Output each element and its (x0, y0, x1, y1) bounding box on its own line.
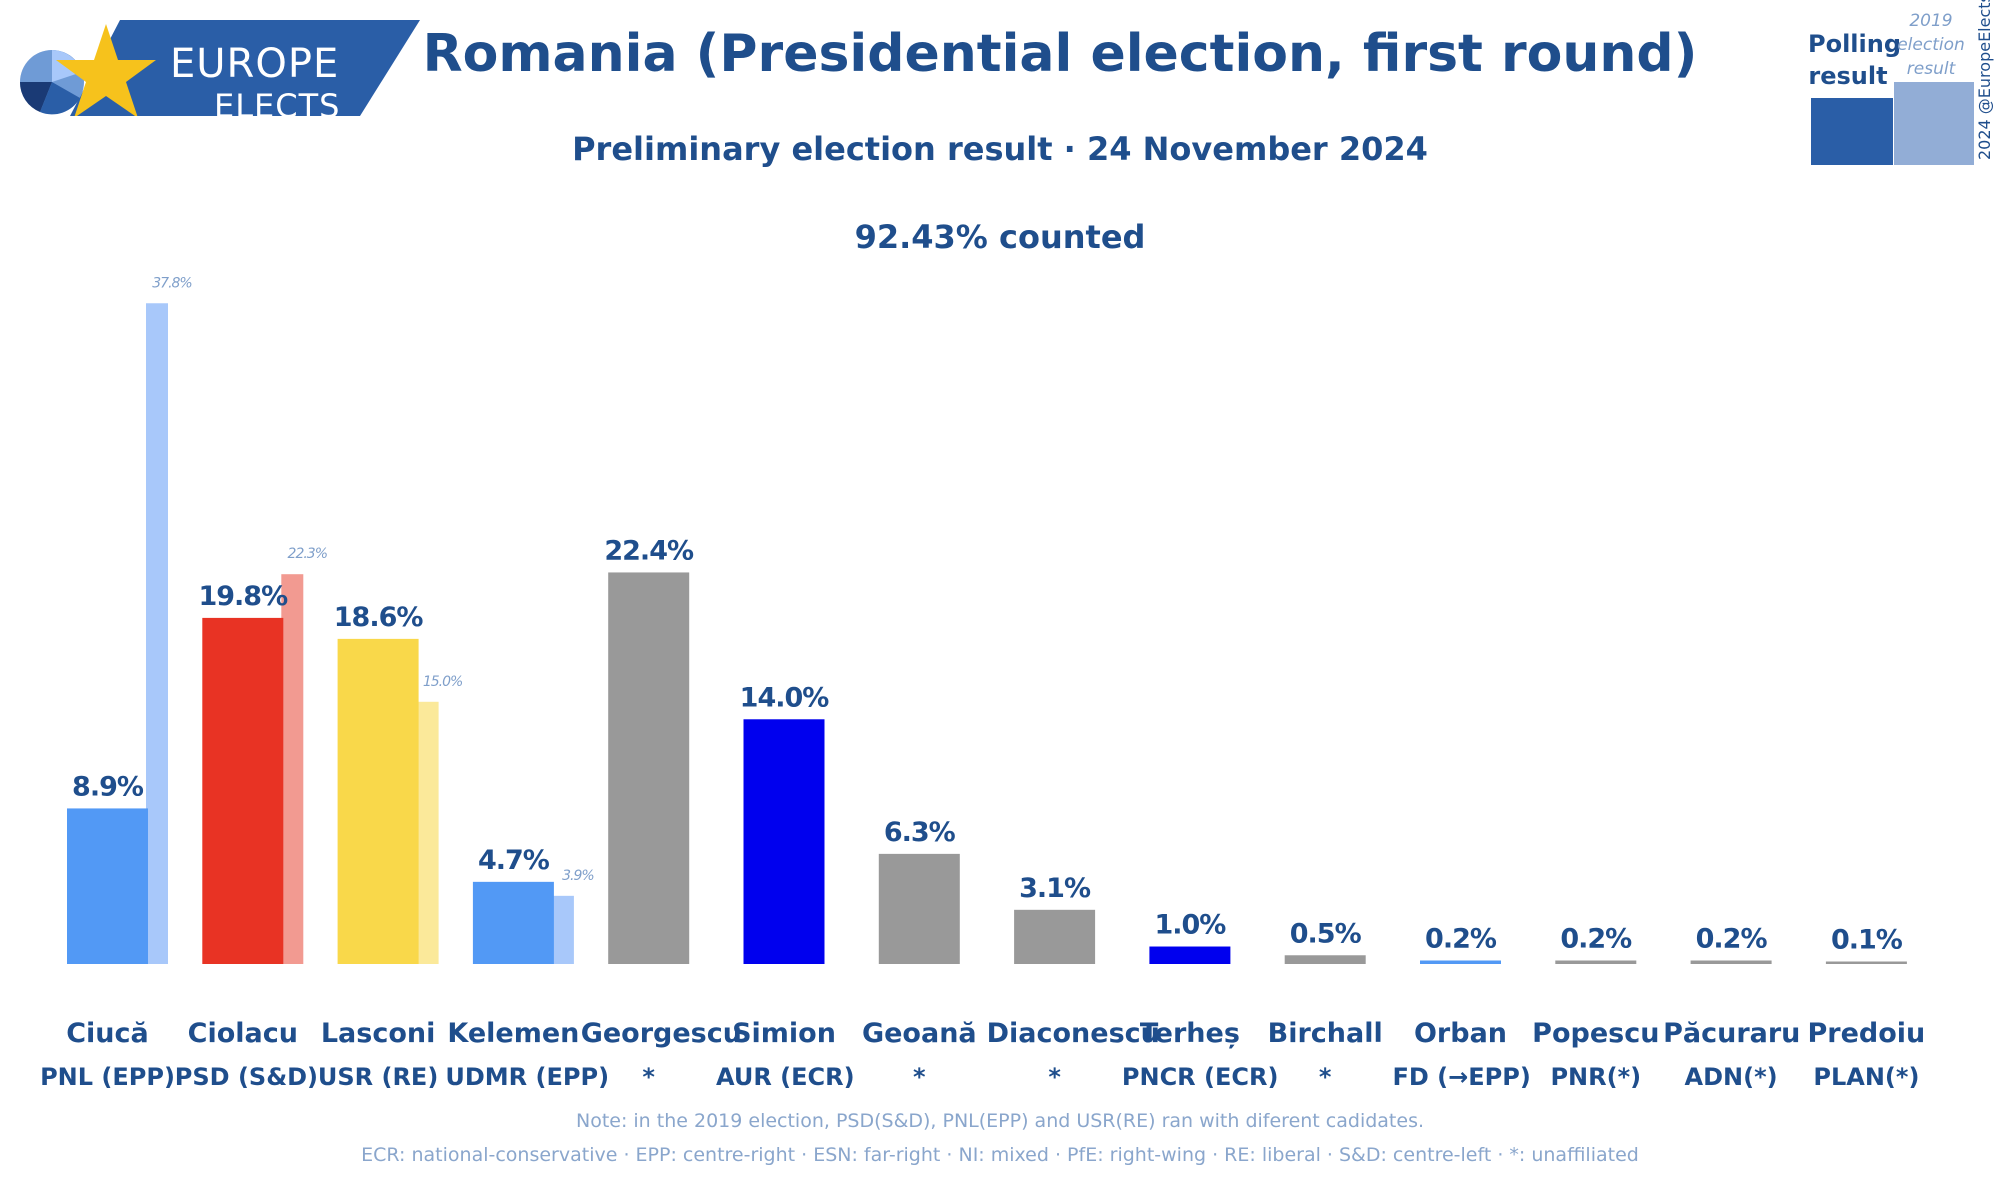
party-label-14: PLAN(*) (1813, 1063, 1920, 1091)
legend-polling-label: Polling result (1808, 30, 1902, 91)
party-label-7: * (913, 1063, 926, 1091)
bar-4 (472, 881, 554, 964)
prev-bar-2 (281, 574, 304, 964)
europe-elects-logo: EUROPE ELECTS (10, 20, 430, 122)
party-label-10: * (1318, 1063, 1332, 1091)
party-label-11: FD (→EPP) (1392, 1063, 1531, 1091)
bar-2 (202, 617, 284, 964)
candidate-label-4: Kelemen (447, 1018, 580, 1049)
legend: Polling result 2019 election result (1808, 10, 1978, 170)
chart-title: Romania (Presidential election, first ro… (422, 24, 1698, 84)
candidate-label-2: Ciolacu (187, 1018, 298, 1049)
prev-value-label-3: 15.0% (423, 674, 463, 690)
prev-bar-3 (416, 701, 439, 964)
candidate-label-14: Predoiu (1807, 1018, 1926, 1049)
prev-value-label-1: 37.8% (152, 275, 192, 291)
value-label-14: 0.1% (1831, 925, 1903, 956)
bar-13 (1690, 960, 1772, 964)
bar-8 (1014, 909, 1096, 964)
bar-9 (1149, 946, 1231, 964)
candidate-label-1: Ciucă (66, 1018, 149, 1049)
candidate-label-5: Georgescu (580, 1018, 742, 1049)
bar-3 (337, 638, 419, 964)
prev-bar-4 (551, 895, 574, 964)
value-label-4: 4.7% (478, 845, 550, 876)
logo-line2: ELECTS (214, 87, 341, 125)
party-label-6: AUR (ECR) (716, 1063, 855, 1091)
party-label-5: * (642, 1063, 655, 1091)
bar-14 (1825, 961, 1907, 964)
value-label-1: 8.9% (72, 771, 144, 802)
prev-value-label-4: 3.9% (562, 868, 594, 884)
party-label-3: USR (RE) (317, 1063, 439, 1091)
party-label-1: PNL (EPP) (40, 1063, 175, 1091)
bar-11 (1420, 960, 1501, 964)
bar-6 (743, 719, 825, 964)
party-label-13: ADN(*) (1684, 1063, 1778, 1091)
prev-bar-1 (146, 303, 168, 965)
value-label-5: 22.4% (604, 535, 694, 566)
value-label-8: 3.1% (1019, 873, 1091, 904)
candidate-label-9: Terheș (1139, 1018, 1240, 1049)
value-label-7: 6.3% (884, 817, 956, 848)
candidate-label-12: Popescu (1532, 1018, 1660, 1049)
candidate-label-6: Simion (732, 1018, 836, 1049)
party-label-9: PNCR (ECR) (1121, 1063, 1279, 1091)
bar-1 (67, 808, 148, 964)
value-label-12: 0.2% (1560, 924, 1632, 955)
legend-polling-swatch (1811, 98, 1893, 165)
logo-text: EUROPE ELECTS (170, 44, 340, 122)
value-label-11: 0.2% (1425, 924, 1497, 955)
value-label-9: 1.0% (1154, 910, 1226, 941)
logo-graphic (19, 20, 420, 118)
note-line1: Note: in the 2019 election, PSD(S&D), PN… (575, 1110, 1425, 1132)
party-label-8: * (1048, 1063, 1061, 1091)
legend-previous-swatch (1894, 82, 1974, 165)
candidate-label-11: Orban (1413, 1018, 1508, 1049)
chart-subtitle: Preliminary election result · 24 Novembe… (572, 130, 1428, 168)
candidate-label-10: Birchall (1267, 1018, 1383, 1049)
candidate-label-3: Lasconi (320, 1018, 436, 1049)
logo-line1: EUROPE (170, 41, 340, 87)
party-label-4: UDMR (EPP) (445, 1063, 610, 1091)
counted-status: 92.43% counted (854, 218, 1146, 256)
bar-7 (878, 853, 960, 964)
legend-previous-label: 2019 election result (1897, 11, 1965, 79)
bar-5 (608, 572, 690, 964)
note-line2: ECR: national-conservative · EPP: centre… (361, 1144, 1639, 1166)
value-label-6: 14.0% (740, 682, 830, 713)
party-label-12: PNR(*) (1550, 1063, 1642, 1091)
value-label-10: 0.5% (1290, 918, 1362, 949)
value-label-3: 18.6% (334, 602, 424, 633)
bar-12 (1555, 960, 1637, 964)
bar-10 (1284, 955, 1366, 964)
candidate-label-7: Geoană (861, 1018, 977, 1049)
candidate-label-13: Păcuraru (1663, 1018, 1801, 1049)
party-label-2: PSD (S&D) (174, 1063, 319, 1091)
candidate-label-8: Diaconescu (986, 1018, 1160, 1049)
prev-value-label-2: 22.3% (288, 546, 328, 562)
value-label-2: 19.8% (198, 581, 288, 612)
value-label-13: 0.2% (1696, 924, 1768, 955)
